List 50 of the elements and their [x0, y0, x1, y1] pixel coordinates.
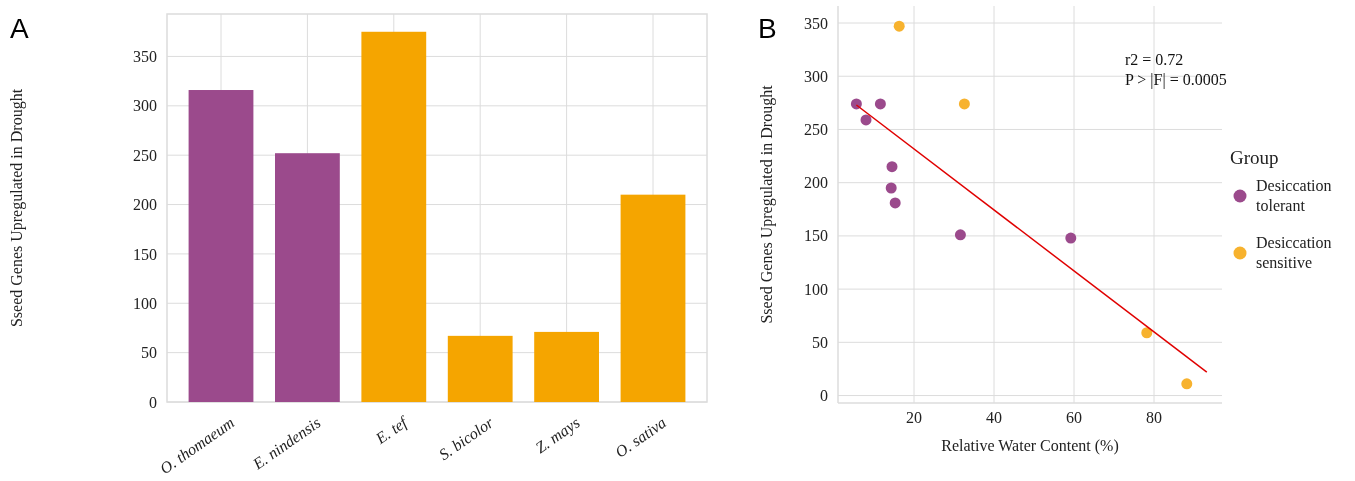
y-tick-label: 250 — [133, 146, 157, 164]
annotation: r2 = 0.72 — [1125, 51, 1184, 68]
point — [893, 20, 905, 32]
point — [958, 98, 970, 110]
y-axis-title: Sseed Genes Upregulated in Drought — [8, 88, 26, 328]
x-tick-label: 60 — [1066, 409, 1082, 426]
bar — [620, 194, 686, 402]
y-tick-label: 200 — [804, 174, 828, 192]
x-tick-label: 80 — [1146, 409, 1162, 426]
chart-title: B — [758, 13, 777, 44]
y-tick-label: 100 — [804, 280, 828, 298]
y-tick-label: 0 — [149, 393, 157, 411]
y-tick-label: 350 — [804, 14, 828, 32]
y-tick-label: 100 — [133, 294, 157, 312]
point — [1141, 327, 1153, 339]
y-axis-title: Sseed Genes Upregulated in Drought — [758, 84, 776, 324]
y-tick-label: 300 — [133, 97, 157, 115]
bar — [361, 31, 427, 402]
legend-label: Desiccation tolerant — [1256, 177, 1332, 214]
y-tick-label: 150 — [133, 245, 157, 263]
y-tick-label: 200 — [133, 196, 157, 214]
bar — [447, 335, 513, 402]
y-tick-label: 350 — [133, 48, 157, 66]
point — [889, 197, 901, 209]
x-tick-label: 40 — [986, 409, 1002, 426]
y-tick-label: 0 — [820, 387, 828, 405]
legend-title: Group — [1230, 147, 1279, 168]
point — [850, 98, 862, 110]
y-tick-label: 50 — [812, 333, 828, 351]
point — [954, 229, 966, 241]
annotation: P > |F| = 0.0005 — [1125, 71, 1227, 89]
bar — [534, 331, 599, 402]
x-tick-label: Z. mays — [532, 413, 584, 457]
y-tick-label: 150 — [804, 227, 828, 245]
y-tick-label: 250 — [804, 121, 828, 139]
bar — [188, 90, 254, 402]
x-tick-label: 20 — [906, 409, 922, 426]
point — [886, 161, 898, 173]
x-tick-label: E. tef — [371, 412, 413, 449]
legend-label: Desiccation sensitive — [1256, 234, 1332, 271]
point — [885, 182, 897, 194]
y-tick-label: 50 — [141, 344, 157, 362]
bar — [275, 153, 340, 402]
point — [1065, 232, 1077, 244]
point — [860, 114, 872, 126]
chart-title: A — [10, 13, 29, 44]
point — [1181, 378, 1193, 390]
point — [874, 98, 886, 110]
y-tick-label: 300 — [804, 67, 828, 85]
x-axis-title: Relative Water Content (%) — [941, 437, 1119, 455]
